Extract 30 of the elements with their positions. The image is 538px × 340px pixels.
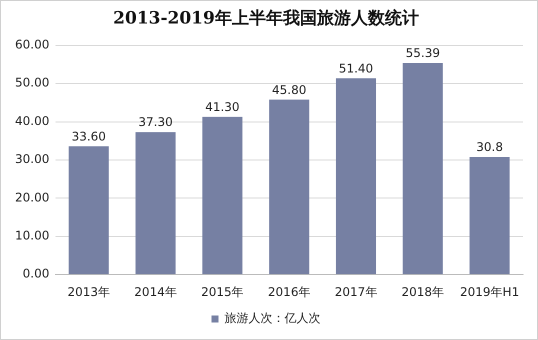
y-tick-label: 10.00 (14, 228, 50, 243)
bar (136, 132, 176, 274)
data-label: 37.30 (138, 115, 173, 130)
data-label: 45.80 (272, 82, 306, 97)
x-tick-label: 2014年 (134, 284, 177, 299)
data-label: 30.8 (476, 140, 503, 154)
x-tick-label: 2019年H1 (460, 284, 520, 299)
chart-title: 2013-2019年上半年我国旅游人数统计 (113, 8, 419, 29)
bar (202, 116, 242, 274)
x-tick-label: 2017年 (334, 284, 378, 299)
bar (336, 78, 376, 274)
bar (402, 63, 443, 274)
data-label: 51.40 (338, 61, 374, 76)
legend-label: 旅游人次：亿人次 (224, 311, 320, 326)
y-tick-label: 50.00 (14, 76, 50, 90)
y-tick-label: 40.00 (14, 114, 50, 128)
y-tick-label: 60.00 (14, 38, 50, 52)
x-tick-label: 2018年 (402, 284, 444, 299)
x-tick-label: 2016年 (268, 284, 310, 299)
y-tick-label: 20.00 (14, 190, 50, 204)
bar (269, 100, 310, 274)
x-tick-label: 2013年 (67, 284, 110, 299)
x-tick-label: 2015年 (201, 284, 244, 299)
bar (470, 156, 510, 274)
data-label: 55.39 (406, 46, 440, 60)
data-label: 41.30 (205, 100, 240, 114)
y-tick-label: 0.00 (22, 266, 50, 281)
data-label: 33.60 (72, 129, 106, 144)
y-tick-label: 30.00 (14, 152, 50, 166)
bar (68, 146, 109, 274)
